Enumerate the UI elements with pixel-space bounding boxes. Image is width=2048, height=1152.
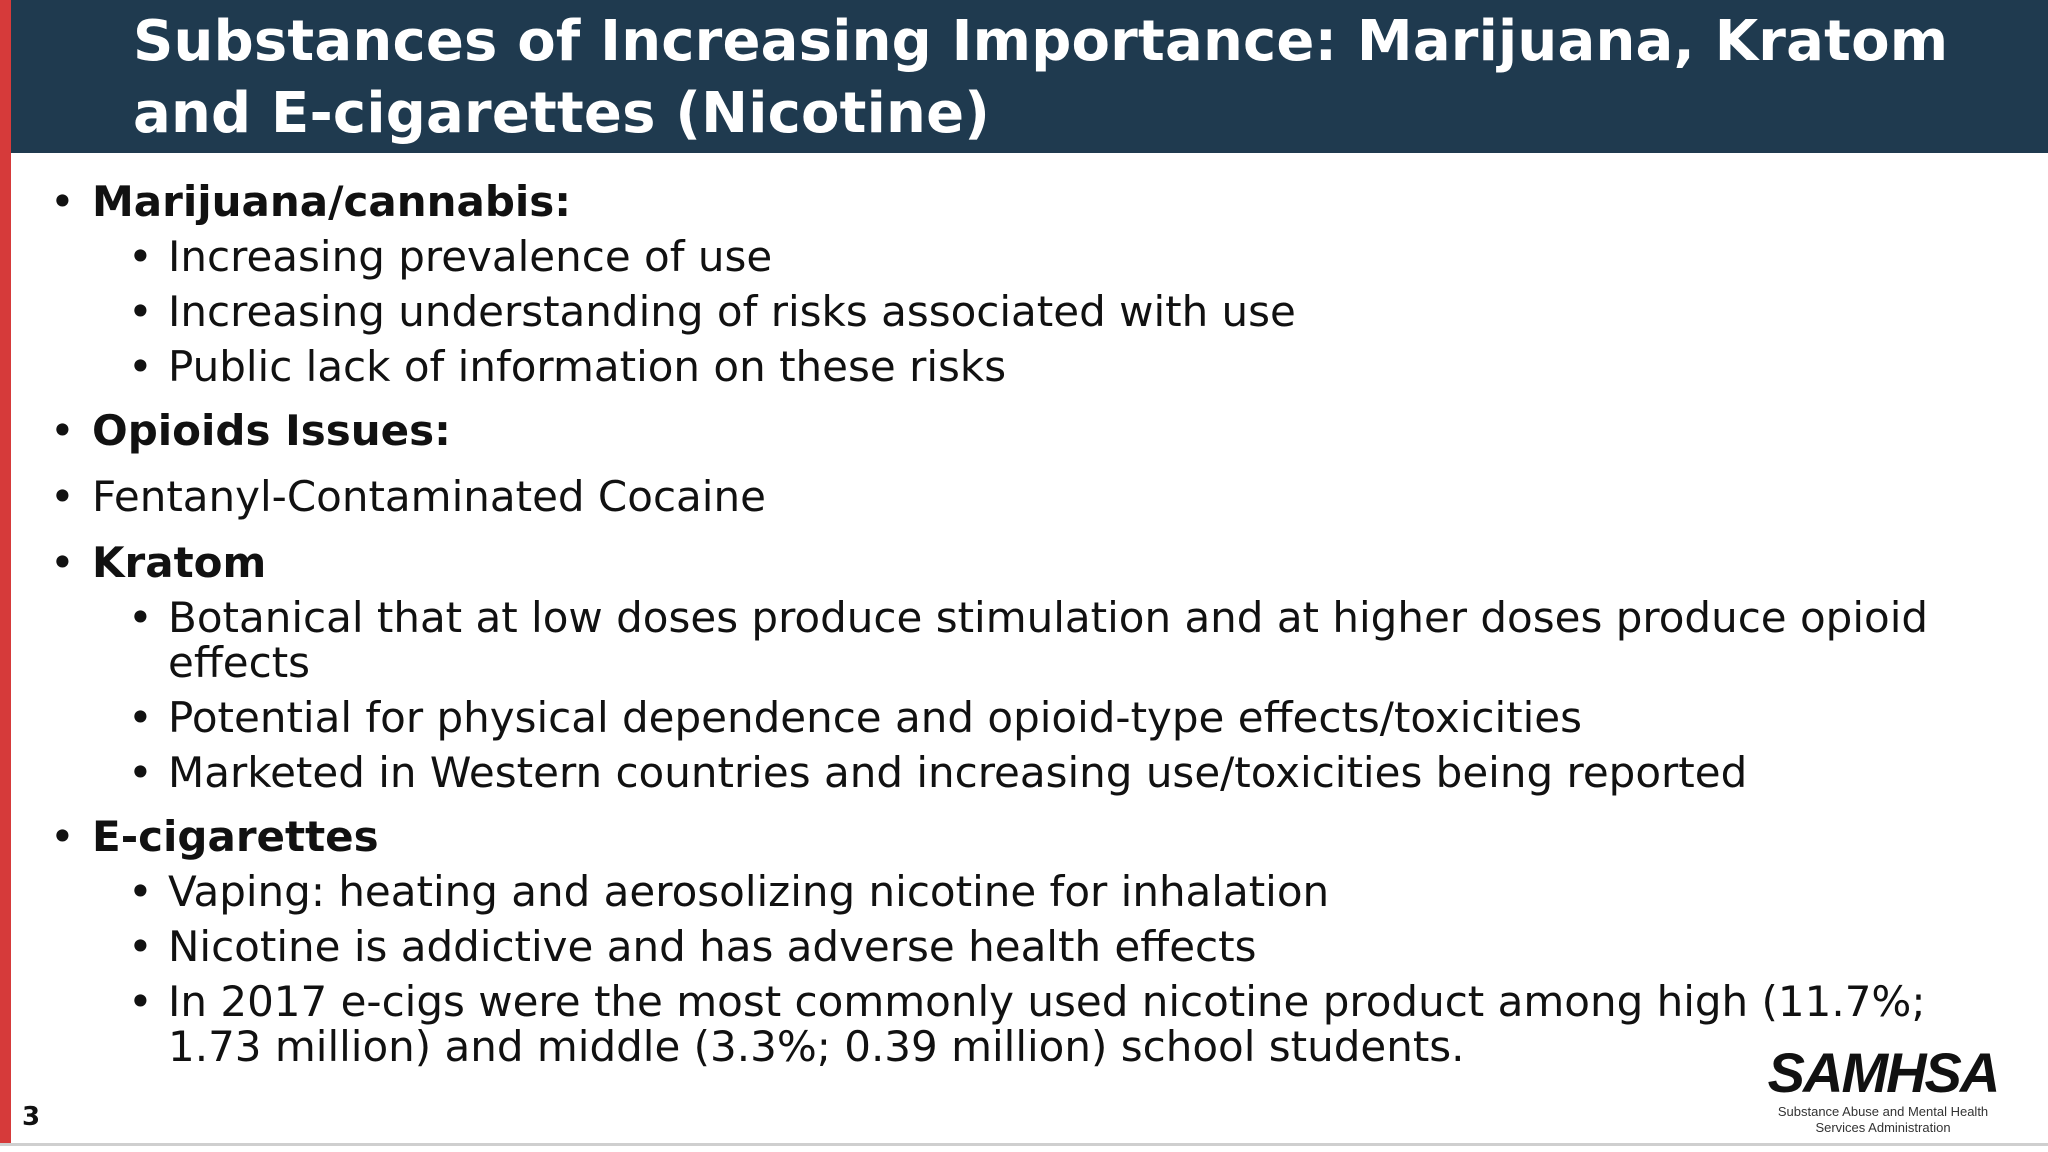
- bullet-icon: •: [50, 406, 75, 455]
- sub-bullet-text: Nicotine is addictive and has adverse he…: [168, 922, 1257, 971]
- accent-stripe: [0, 0, 11, 1143]
- bullet-icon: •: [128, 342, 153, 391]
- bullet-heading-opioids: Opioids Issues:: [92, 406, 451, 455]
- sub-bullet-text: Increasing understanding of risks associ…: [168, 287, 1296, 336]
- list-item: • Public lack of information on these ri…: [50, 344, 1980, 389]
- sub-bullet-list: • Vaping: heating and aerosolizing nicot…: [92, 869, 1980, 1069]
- bullet-heading-marijuana: Marijuana/cannabis:: [92, 177, 572, 226]
- bullet-icon: •: [128, 593, 153, 642]
- title-bar: [11, 0, 2048, 153]
- sub-bullet-list: • Botanical that at low doses produce st…: [92, 595, 1980, 795]
- logo-tagline-line2: Services Administration: [1815, 1120, 1950, 1135]
- list-item: • Increasing prevalence of use: [50, 234, 1980, 279]
- bullet-icon: •: [128, 922, 153, 971]
- list-item: • In 2017 e-cigs were the most commonly …: [50, 979, 1980, 1069]
- sub-bullet-text: Vaping: heating and aerosolizing nicotin…: [168, 867, 1330, 916]
- list-item: • Opioids Issues:: [50, 407, 1980, 455]
- bullet-heading-ecigarettes: E-cigarettes: [92, 812, 379, 861]
- sub-bullet-text: Increasing prevalence of use: [168, 232, 773, 281]
- list-item: • E-cigarettes • Vaping: heating and aer…: [50, 812, 1980, 1070]
- logo-tagline-line1: Substance Abuse and Mental Health: [1778, 1104, 1988, 1119]
- bullet-icon: •: [50, 812, 75, 861]
- bullet-icon: •: [50, 472, 75, 521]
- samhsa-logo: SAMHSA Substance Abuse and Mental Health…: [1768, 1042, 2001, 1135]
- bullet-text-fentanyl: Fentanyl-Contaminated Cocaine: [92, 472, 766, 521]
- list-item: • Vaping: heating and aerosolizing nicot…: [50, 869, 1980, 914]
- sub-bullet-text: Botanical that at low doses produce stim…: [168, 593, 1929, 687]
- list-item: • Marijuana/cannabis: • Increasing preva…: [50, 177, 1980, 390]
- list-item: • Increasing understanding of risks asso…: [50, 289, 1980, 334]
- list-item: • Botanical that at low doses produce st…: [50, 595, 1980, 685]
- list-item: • Potential for physical dependence and …: [50, 695, 1980, 740]
- bullet-icon: •: [128, 977, 153, 1026]
- list-item: • Marketed in Western countries and incr…: [50, 750, 1980, 795]
- list-item: • Nicotine is addictive and has adverse …: [50, 924, 1980, 969]
- bullet-icon: •: [128, 867, 153, 916]
- slide-title: Substances of Increasing Importance: Mar…: [133, 9, 1949, 146]
- sub-bullet-text: Public lack of information on these risk…: [168, 342, 1007, 391]
- bullet-icon: •: [128, 748, 153, 797]
- sub-bullet-text: Potential for physical dependence and op…: [168, 693, 1582, 742]
- bullet-icon: •: [128, 232, 153, 281]
- bullet-list: • Marijuana/cannabis: • Increasing preva…: [50, 178, 1980, 1087]
- bottom-divider: [0, 1143, 2048, 1146]
- list-item: • Kratom • Botanical that at low doses p…: [50, 538, 1980, 796]
- sub-bullet-text: Marketed in Western countries and increa…: [168, 748, 1748, 797]
- list-item: • Fentanyl-Contaminated Cocaine: [50, 473, 1980, 521]
- bullet-icon: •: [50, 177, 75, 226]
- logo-wordmark: SAMHSA: [1768, 1042, 1999, 1104]
- bullet-heading-kratom: Kratom: [92, 538, 267, 587]
- sub-bullet-list: • Increasing prevalence of use • Increas…: [92, 234, 1980, 389]
- page-number: 3: [22, 1102, 41, 1132]
- bullet-icon: •: [128, 287, 153, 336]
- bullet-icon: •: [50, 538, 75, 587]
- sub-bullet-text: In 2017 e-cigs were the most commonly us…: [168, 977, 1926, 1071]
- bullet-icon: •: [128, 693, 153, 742]
